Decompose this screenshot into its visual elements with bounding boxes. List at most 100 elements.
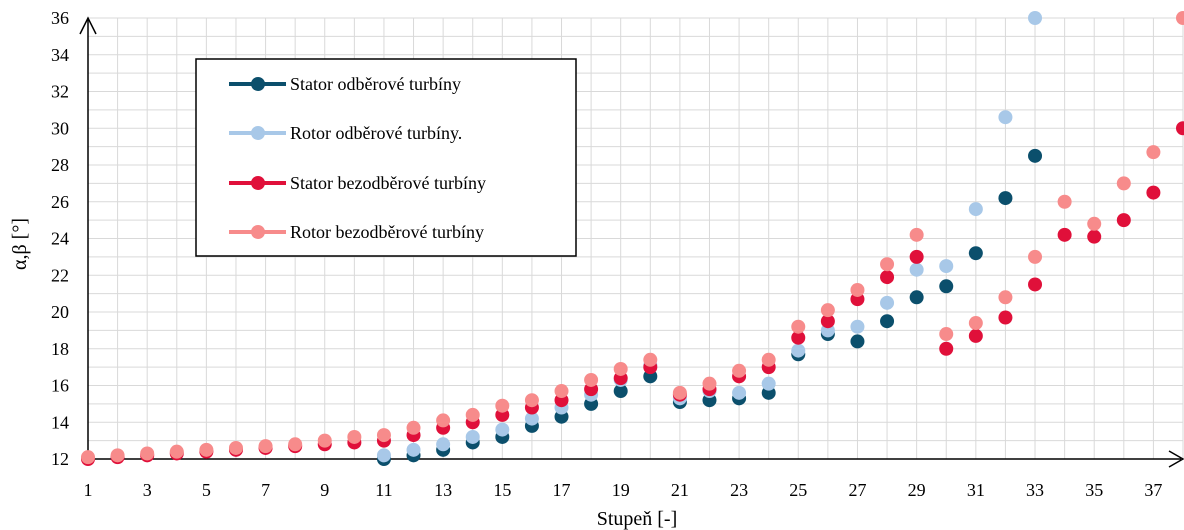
data-point [495, 398, 510, 413]
data-point [850, 319, 865, 334]
data-point [820, 303, 835, 318]
data-point [554, 384, 569, 399]
x-tick-label: 13 [434, 480, 452, 500]
data-point [406, 442, 421, 457]
y-tick-label: 36 [51, 8, 69, 28]
x-tick-label: 23 [730, 480, 748, 500]
data-point [524, 411, 539, 426]
x-tick-label: 9 [320, 480, 329, 500]
data-point [761, 376, 776, 391]
data-point [406, 420, 421, 435]
y-tick-label: 14 [51, 412, 69, 432]
data-point [820, 314, 835, 329]
data-point [850, 282, 865, 297]
data-point [465, 429, 480, 444]
data-point [1146, 145, 1161, 160]
data-point [968, 316, 983, 331]
legend-label: Rotor odběrové turbíny. [290, 123, 462, 143]
legend-box [195, 58, 577, 257]
data-point [732, 363, 747, 378]
data-point [998, 310, 1013, 325]
series-4 [81, 11, 1184, 465]
x-axis-title: Stupeň [-] [597, 508, 678, 530]
data-point [1087, 216, 1102, 231]
data-point [939, 279, 954, 294]
data-point [880, 257, 895, 272]
x-tick-label: 21 [671, 480, 689, 500]
x-tick-label: 17 [553, 480, 571, 500]
data-point [909, 290, 924, 305]
y-tick-label: 12 [51, 449, 69, 469]
data-point [376, 428, 391, 443]
data-point [998, 110, 1013, 125]
data-point [1176, 11, 1184, 25]
x-tick-label: 5 [202, 480, 211, 500]
x-tick-label: 29 [908, 480, 926, 500]
x-tick-label: 3 [143, 480, 152, 500]
data-point [909, 227, 924, 242]
data-point [110, 448, 125, 463]
x-tick-label: 7 [261, 480, 270, 500]
data-point [939, 259, 954, 274]
data-point [584, 372, 599, 387]
data-point [613, 384, 628, 399]
data-point [1146, 185, 1161, 200]
y-tick-label: 20 [51, 302, 69, 322]
x-tick-label: 27 [848, 480, 866, 500]
data-point [376, 448, 391, 463]
data-point [613, 361, 628, 376]
data-point [672, 385, 687, 400]
data-point [880, 314, 895, 329]
y-tick-label: 24 [51, 229, 69, 249]
x-tick-label: 33 [1026, 480, 1044, 500]
x-tick-label: 37 [1144, 480, 1162, 500]
data-point [199, 442, 214, 457]
y-axis-arrow [79, 16, 97, 35]
data-point [436, 413, 451, 428]
data-point [524, 393, 539, 408]
data-point [968, 246, 983, 261]
data-point [317, 433, 332, 448]
y-tick-label: 18 [51, 339, 69, 359]
data-point [347, 429, 362, 444]
x-tick-label: 19 [612, 480, 630, 500]
y-tick-label: 34 [51, 45, 69, 65]
y-tick-labels: 12 14 16 18 20 22 24 26 28 30 32 34 36 [51, 8, 69, 469]
legend-swatch-marker [251, 225, 265, 239]
data-point [465, 407, 480, 422]
data-point [998, 290, 1013, 305]
data-point [880, 270, 895, 285]
legend: Stator odběrové turbíny Rotor odběrové tu… [195, 58, 577, 257]
legend-label: Stator odběrové turbíny [290, 74, 461, 94]
legend-label: Rotor bezodběrové turbíny [290, 222, 484, 242]
y-tick-label: 32 [51, 82, 69, 102]
data-point [228, 440, 243, 455]
x-tick-label: 1 [84, 480, 93, 500]
y-tick-label: 30 [51, 118, 69, 138]
data-point [1087, 229, 1102, 244]
data-point [791, 319, 806, 334]
data-point [939, 341, 954, 356]
data-point [1057, 227, 1072, 242]
data-point [791, 343, 806, 358]
legend-swatch-marker [251, 126, 265, 140]
data-point [81, 450, 95, 465]
axes [79, 16, 1184, 468]
data-point [643, 352, 658, 367]
data-point [968, 202, 983, 217]
data-point [998, 191, 1013, 206]
data-point [169, 444, 184, 459]
data-point [288, 437, 303, 452]
data-point [1028, 148, 1043, 163]
data-points [81, 11, 1184, 466]
legend-label: Stator bezodběrové turbíny [290, 173, 486, 193]
data-point [702, 376, 717, 391]
data-point [791, 330, 806, 345]
x-axis-arrow [1168, 450, 1184, 468]
data-point [761, 352, 776, 367]
x-tick-label: 15 [493, 480, 511, 500]
y-tick-label: 22 [51, 265, 69, 285]
data-point [909, 249, 924, 264]
x-tick-label: 25 [789, 480, 807, 500]
data-point [436, 437, 451, 452]
